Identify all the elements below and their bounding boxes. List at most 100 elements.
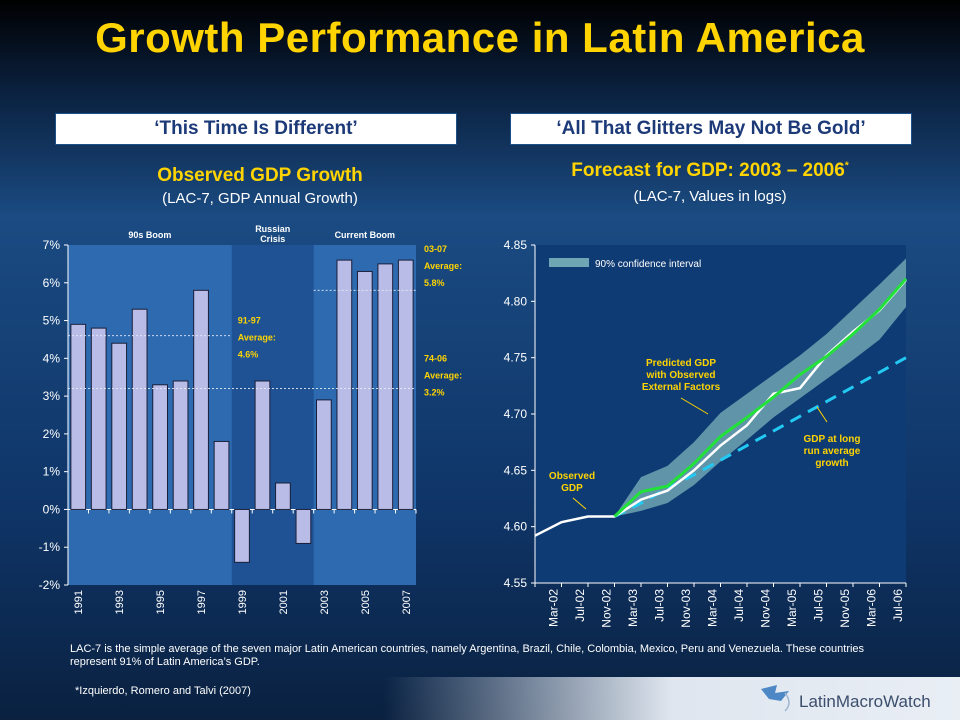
y-tick-label: 6% xyxy=(43,276,61,290)
latinmacrowatch-logo: LatinMacroWatch xyxy=(761,685,931,712)
y-tick-label: 3% xyxy=(43,389,61,403)
bar xyxy=(234,508,250,563)
bar xyxy=(397,259,414,510)
bar xyxy=(152,384,168,510)
average-label: 03-07 xyxy=(424,244,447,254)
x-tick-label: Jul-04 xyxy=(732,589,746,622)
y-tick-label: 4.55 xyxy=(504,576,528,590)
average-label: 91-97 xyxy=(238,316,261,326)
bar xyxy=(111,342,128,510)
arc-icon xyxy=(784,692,790,712)
bar xyxy=(213,440,230,510)
bar-chart-title: Observed GDP Growth xyxy=(157,165,363,186)
x-tick-label: 2001 xyxy=(278,590,290,614)
x-tick-label: Jul-05 xyxy=(812,589,826,622)
average-label: Average: xyxy=(238,333,276,343)
x-tick-label: 1997 xyxy=(196,590,208,614)
x-tick-label: Mar-03 xyxy=(626,589,640,627)
bar xyxy=(131,308,148,510)
x-tick-label: Mar-06 xyxy=(865,589,879,627)
confidence-band xyxy=(614,258,906,517)
y-tick-label: 0% xyxy=(43,502,61,516)
y-tick-label: 4.85 xyxy=(504,238,528,252)
bar xyxy=(90,327,107,510)
line-chart-title: Forecast for GDP: 2003 – 2006* xyxy=(490,160,930,182)
x-tick-label: 1991 xyxy=(73,590,85,614)
y-tick-label: 7% xyxy=(43,238,61,252)
average-label: 4.6% xyxy=(238,350,259,360)
average-label: 3.2% xyxy=(424,387,445,397)
legend-label: 90% confidence interval xyxy=(595,259,701,270)
y-tick-label: 5% xyxy=(43,314,61,328)
y-tick-label: 4.70 xyxy=(504,407,528,421)
period-label: Current Boom xyxy=(335,230,396,240)
long-run-line xyxy=(613,356,907,518)
x-tick-label: 2003 xyxy=(319,590,331,614)
y-tick-label: 4% xyxy=(43,351,61,365)
y-tick-label: 4.65 xyxy=(504,463,528,477)
logo-bar xyxy=(0,677,960,720)
globe-wing-icon xyxy=(761,685,789,701)
predicted-annotation: External Factors xyxy=(642,382,721,393)
x-tick-label: 1993 xyxy=(114,590,126,614)
y-tick-label: 1% xyxy=(43,465,61,479)
x-tick-label: 1995 xyxy=(155,590,167,614)
logo-text: LatinMacroWatch xyxy=(799,692,931,711)
average-label: Average: xyxy=(424,370,462,380)
x-tick-label: 1999 xyxy=(237,590,249,614)
y-tick-label: 4.60 xyxy=(504,520,528,534)
x-tick-label: 2005 xyxy=(360,590,372,614)
legend-swatch xyxy=(549,258,589,267)
bar-chart-subtitle: (LAC-7, GDP Annual Growth) xyxy=(162,190,358,207)
x-tick-label: Jul-02 xyxy=(573,589,587,622)
footnote: LAC-7 is the simple average of the seven… xyxy=(70,643,865,668)
long-run-annotation: GDP at long xyxy=(803,434,860,445)
bar xyxy=(172,380,189,510)
y-tick-label: 4.75 xyxy=(504,351,528,365)
long-run-annotation: run average xyxy=(804,446,861,457)
bar xyxy=(336,259,353,510)
y-tick-label: 2% xyxy=(43,427,61,441)
y-tick-label: -1% xyxy=(39,540,61,554)
bar xyxy=(193,289,209,510)
x-tick-label: Nov-05 xyxy=(838,589,852,628)
observed-annotation-pointer xyxy=(572,497,587,510)
predicted-line xyxy=(613,277,908,518)
x-tick-label: Mar-04 xyxy=(706,589,720,627)
bar xyxy=(356,270,373,510)
line-chart-title-text: Forecast for GDP: 2003 – 2006 xyxy=(571,160,845,181)
x-tick-label: Nov-02 xyxy=(600,589,614,628)
predicted-annotation: with Observed xyxy=(646,370,716,381)
left-panel-label: ‘This Time Is Different’ xyxy=(55,113,457,145)
bar xyxy=(70,323,87,510)
average-label: Average: xyxy=(424,261,462,271)
bar xyxy=(275,482,291,510)
x-tick-label: 2007 xyxy=(401,590,413,614)
average-label: 5.8% xyxy=(424,278,445,288)
predicted-annotation-pointer xyxy=(680,397,709,415)
bar xyxy=(316,399,332,510)
observed-annotation: GDP xyxy=(561,483,583,494)
long-run-annotation: growth xyxy=(815,458,848,469)
line-chart: 4.85 4.80 4.75 4.70 4.65 4.60 4.55 Mar-02 Jul-02… xyxy=(504,238,908,628)
x-tick-label: Nov-04 xyxy=(759,589,773,628)
bar xyxy=(377,263,394,510)
bar xyxy=(254,380,271,510)
right-panel-label: ‘All That Glitters May Not Be Gold’ xyxy=(510,113,912,145)
long-run-annotation-pointer xyxy=(816,406,828,423)
x-tick-label: Mar-02 xyxy=(547,589,561,627)
page-title: Growth Performance in Latin America xyxy=(95,14,865,61)
bar xyxy=(295,508,312,544)
period-label: Crisis xyxy=(260,234,285,244)
x-tick-label: Jul-03 xyxy=(653,589,667,622)
line-chart-subtitle: (LAC-7, Values in logs) xyxy=(633,188,787,205)
period-label: 90s Boom xyxy=(128,230,171,240)
line-chart-title-mark: * xyxy=(844,160,849,172)
observed-annotation: Observed xyxy=(549,471,595,482)
predicted-annotation: Predicted GDP xyxy=(646,358,716,369)
x-tick-label: Mar-05 xyxy=(785,589,799,627)
y-tick-label: 4.80 xyxy=(504,294,528,308)
x-tick-label: Jul-06 xyxy=(891,589,905,622)
average-label: 74-06 xyxy=(424,353,447,363)
